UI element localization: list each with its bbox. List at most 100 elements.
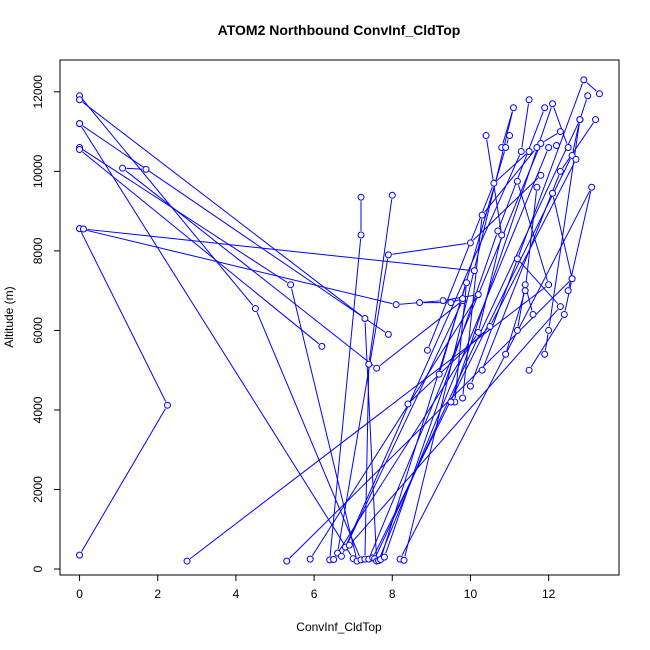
series-segment [289,281,570,559]
data-point [525,96,533,104]
data-point [541,350,549,358]
series-segment [572,123,580,152]
y-tick-label: 4000 [31,396,45,423]
series-segment [562,122,594,169]
series-segment [564,282,572,311]
data-point [521,287,529,295]
series-segment [506,139,509,144]
data-point [76,96,84,104]
data-point [564,287,572,295]
data-point [345,541,353,549]
series-segment [410,328,488,402]
data-point [365,360,373,368]
data-point [164,401,171,409]
series-segment [82,151,320,345]
data-point [435,370,443,378]
y-axis-label: Altitude (m) [2,286,16,347]
series-segment [498,111,544,228]
data-point [482,132,490,140]
series-segment [451,107,552,399]
y-tick-label: 8000 [31,237,45,264]
plot-frame [59,59,620,576]
data-point [361,314,369,322]
data-point [549,189,557,197]
data-point [318,342,326,350]
series-segment [525,191,537,287]
data-point [552,142,560,150]
data-point [556,167,564,175]
data-point [537,171,545,179]
data-point [384,330,392,338]
series-segment [478,238,502,329]
x-tick-label: 2 [154,587,161,601]
y-axis: 0 2000 4000 6000 8000 10000 12000 [31,75,61,572]
series-segment [80,231,167,402]
data-point [337,552,345,560]
data-point [119,164,127,172]
series-segment [364,368,370,556]
series-segment [81,126,352,556]
data-point [357,193,365,201]
data-point [592,116,600,124]
series-segment [543,133,558,142]
data-point [474,291,482,299]
data-point [357,231,365,239]
series-segment [82,149,288,283]
y-tick-label: 0 [31,565,45,572]
x-axis: 0 2 4 6 8 10 12 [76,574,556,601]
data-point [463,279,471,287]
x-tick-label: 10 [464,587,478,601]
series-lines [80,82,597,560]
data-point [525,366,533,374]
series-segment [379,302,460,367]
data-point [595,90,603,98]
series-segment [496,153,527,181]
x-tick-label: 12 [542,587,556,601]
series-segment [125,170,374,367]
data-point [502,350,510,358]
series-segment [518,184,548,282]
data-point [556,128,564,136]
series-segment [553,107,568,144]
data-point [76,551,84,559]
data-point [373,364,381,372]
data-point [545,281,553,289]
series-segment [502,111,513,144]
series-segment [375,123,579,556]
data-point [388,191,396,199]
y-tick-label: 2000 [31,476,45,503]
data-point [494,227,502,235]
data-point [517,147,525,155]
data-point [330,555,338,563]
data-point [439,297,447,305]
data-point [470,267,478,275]
data-point [384,251,392,259]
data-point [380,553,388,561]
data-point [521,281,529,289]
data-point [525,147,533,155]
series-segment [439,151,505,371]
series-segment [392,243,467,255]
chart-title: ATOM2 Northbound ConvInf_CldTop [218,22,461,38]
y-tick-label: 10000 [31,154,45,188]
x-tick-label: 8 [389,587,396,601]
data-point [447,299,455,307]
series-segment [462,219,483,395]
series-segment [471,83,583,383]
series-segment [337,258,389,550]
series-segment [342,303,462,553]
data-point [478,211,486,219]
series-segment [568,191,592,287]
data-point [541,104,549,112]
series-segment [87,228,471,271]
data-point [509,104,517,112]
series-segment [521,103,529,148]
series-segment [506,294,525,351]
series-segment [401,190,591,556]
series-segment [126,167,143,170]
data-point [545,143,553,151]
data-point [576,116,584,124]
data-point [529,311,537,319]
series-segment [256,312,360,557]
